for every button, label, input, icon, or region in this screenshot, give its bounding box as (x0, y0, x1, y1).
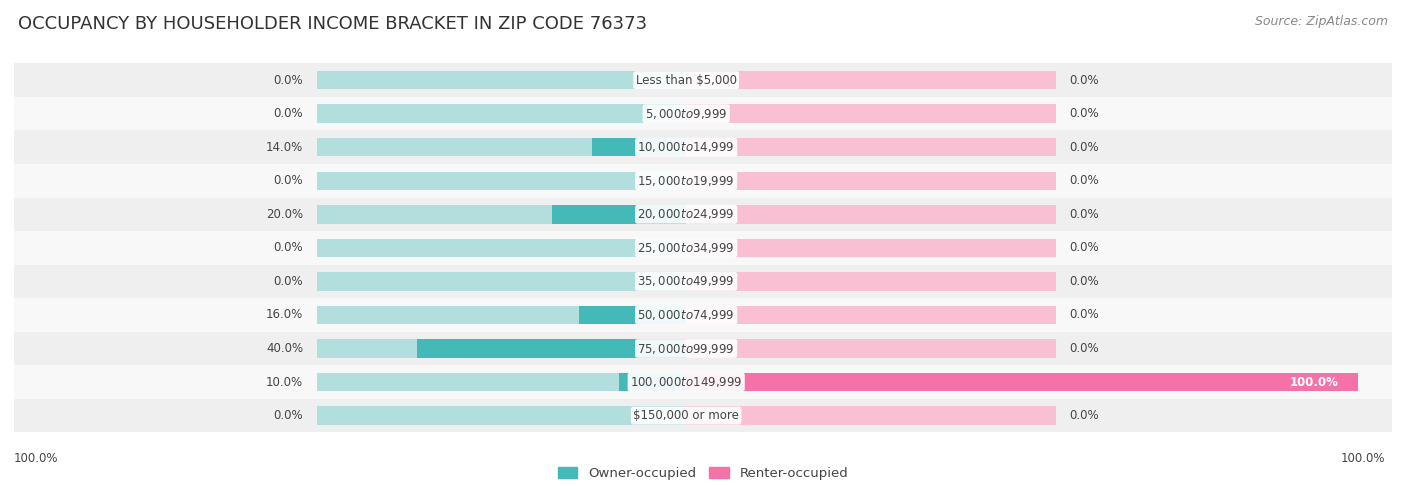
Bar (0, 332, 1392, 365)
Text: $20,000 to $24,999: $20,000 to $24,999 (637, 208, 735, 221)
Bar (686, 373, 1358, 391)
Text: 0.0%: 0.0% (1070, 174, 1099, 187)
Bar (686, 205, 1056, 224)
Text: 100.0%: 100.0% (1341, 452, 1385, 466)
Bar (686, 104, 1056, 123)
Text: 0.0%: 0.0% (1070, 309, 1099, 321)
Text: 0.0%: 0.0% (1070, 275, 1099, 288)
Bar (686, 339, 1056, 358)
Text: 40.0%: 40.0% (266, 342, 304, 355)
Text: Source: ZipAtlas.com: Source: ZipAtlas.com (1254, 15, 1388, 28)
Text: 0.0%: 0.0% (273, 174, 304, 187)
Bar (316, 71, 686, 89)
Text: 0.0%: 0.0% (273, 275, 304, 288)
Text: 0.0%: 0.0% (1070, 242, 1099, 254)
Bar (579, 306, 686, 324)
Bar (592, 138, 686, 156)
Text: 0.0%: 0.0% (1070, 107, 1099, 120)
Text: 10.0%: 10.0% (266, 376, 304, 388)
Bar (316, 205, 686, 224)
Text: $100,000 to $149,999: $100,000 to $149,999 (630, 375, 742, 389)
Bar (316, 306, 686, 324)
Text: 0.0%: 0.0% (1070, 409, 1099, 422)
Bar (316, 373, 686, 391)
Text: 0.0%: 0.0% (1070, 208, 1099, 221)
Bar (316, 239, 686, 257)
Bar (0, 298, 1392, 332)
Text: 20.0%: 20.0% (266, 208, 304, 221)
Bar (686, 406, 1056, 425)
Bar (0, 197, 1392, 231)
Text: 0.0%: 0.0% (273, 73, 304, 87)
Bar (686, 71, 1056, 89)
Text: 0.0%: 0.0% (1070, 73, 1099, 87)
Bar (0, 130, 1392, 164)
Bar (316, 339, 686, 358)
Text: 0.0%: 0.0% (273, 107, 304, 120)
Bar (0, 63, 1392, 97)
Bar (686, 172, 1056, 190)
Bar (418, 339, 686, 358)
Text: $35,000 to $49,999: $35,000 to $49,999 (637, 275, 735, 288)
Bar (316, 172, 686, 190)
Text: 14.0%: 14.0% (266, 141, 304, 154)
Bar (0, 265, 1392, 298)
Bar (686, 239, 1056, 257)
Text: $150,000 or more: $150,000 or more (633, 409, 740, 422)
Text: 0.0%: 0.0% (273, 409, 304, 422)
Bar (0, 231, 1392, 265)
Text: $15,000 to $19,999: $15,000 to $19,999 (637, 174, 735, 188)
Text: 100.0%: 100.0% (1289, 376, 1339, 388)
Bar (316, 104, 686, 123)
Bar (316, 138, 686, 156)
Text: 16.0%: 16.0% (266, 309, 304, 321)
Bar (686, 272, 1056, 291)
Bar (316, 406, 686, 425)
Bar (0, 97, 1392, 130)
Text: 0.0%: 0.0% (1070, 141, 1099, 154)
Text: 0.0%: 0.0% (273, 242, 304, 254)
Bar (0, 365, 1392, 399)
Bar (316, 272, 686, 291)
Legend: Owner-occupied, Renter-occupied: Owner-occupied, Renter-occupied (558, 467, 848, 480)
Bar (0, 399, 1392, 433)
Text: $25,000 to $34,999: $25,000 to $34,999 (637, 241, 735, 255)
Text: $75,000 to $99,999: $75,000 to $99,999 (637, 342, 735, 355)
Bar (619, 373, 686, 391)
Bar (0, 164, 1392, 197)
Text: OCCUPANCY BY HOUSEHOLDER INCOME BRACKET IN ZIP CODE 76373: OCCUPANCY BY HOUSEHOLDER INCOME BRACKET … (18, 15, 647, 33)
Bar (551, 205, 686, 224)
Bar (686, 138, 1056, 156)
Text: $10,000 to $14,999: $10,000 to $14,999 (637, 140, 735, 154)
Text: Less than $5,000: Less than $5,000 (636, 73, 737, 87)
Text: $50,000 to $74,999: $50,000 to $74,999 (637, 308, 735, 322)
Text: $5,000 to $9,999: $5,000 to $9,999 (645, 106, 727, 121)
Bar (686, 373, 1056, 391)
Text: 0.0%: 0.0% (1070, 342, 1099, 355)
Bar (686, 306, 1056, 324)
Text: 100.0%: 100.0% (14, 452, 59, 466)
